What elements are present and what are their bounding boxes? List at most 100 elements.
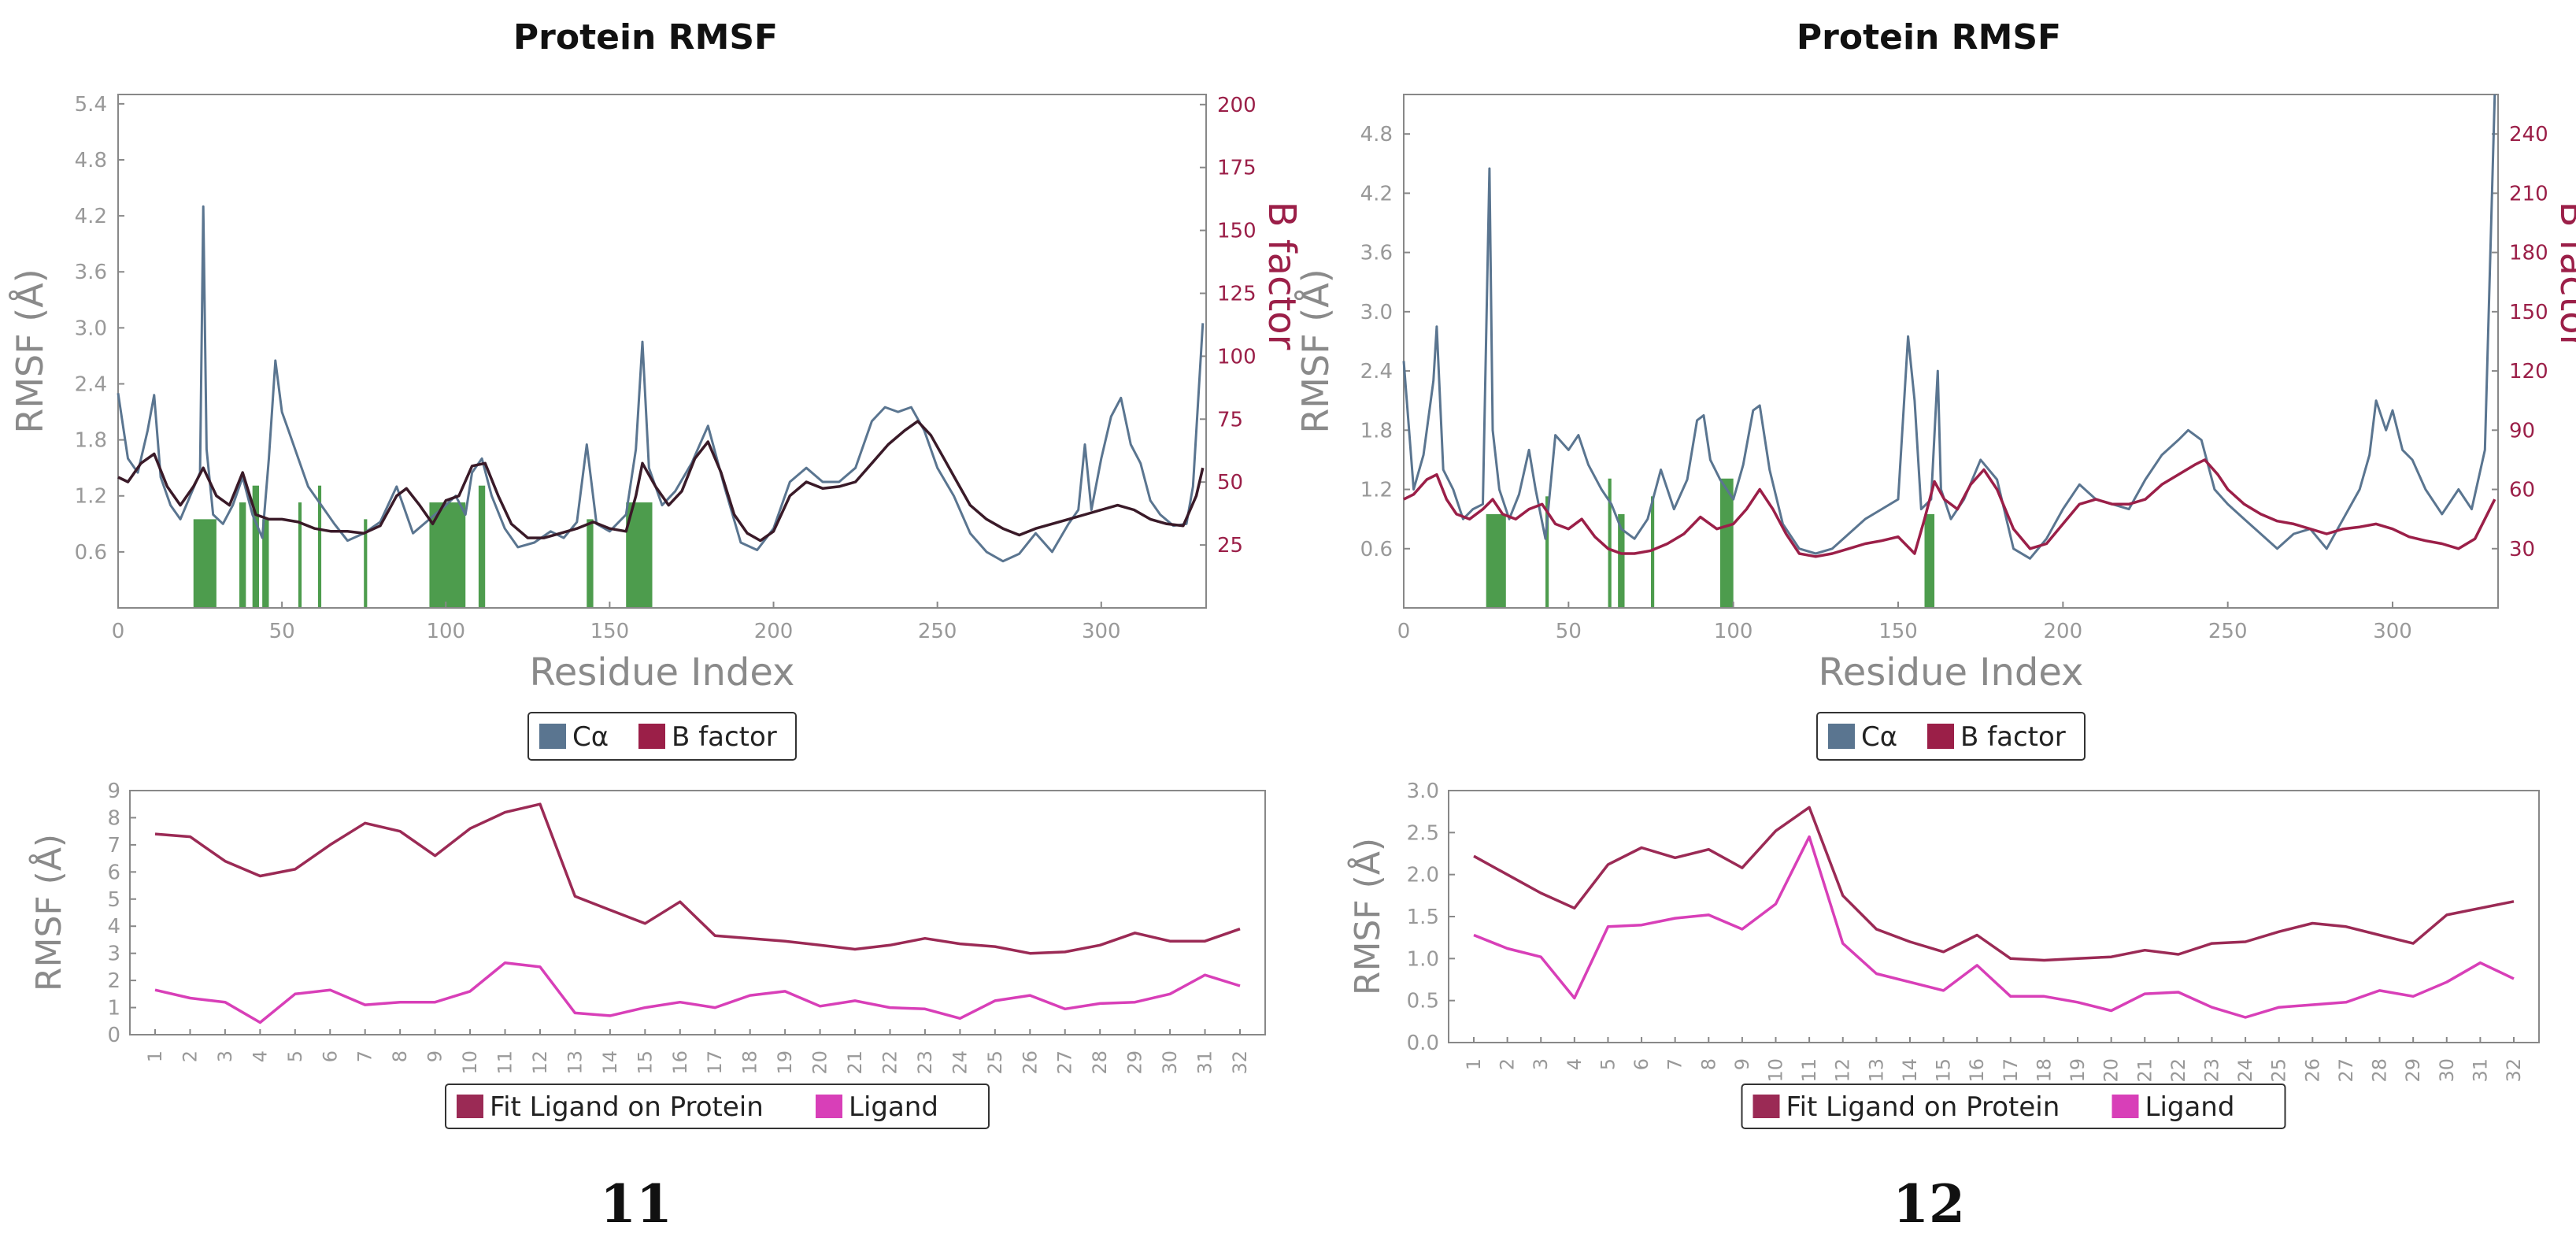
sse-bar [1924,513,1935,608]
y-tick-label: 3.0 [75,317,107,340]
sse-bar [587,519,594,608]
legend-swatch-ca [539,724,566,749]
y-tick-label: 1.2 [1360,479,1393,502]
legend-label-fit: Fit Ligand on Protein [490,1091,764,1123]
chart-title: Protein RMSF [1797,17,2061,57]
y-tick-label: 0.0 [1407,1032,1439,1055]
sse-bar [1608,478,1612,608]
y-tick-label: 3 [107,943,120,966]
x-tick-label: 17 [704,1050,726,1075]
y-tick-label: 1.8 [75,429,107,453]
y2-tick-label: 60 [2509,479,2535,502]
secondary-structure-bars [1486,478,1935,608]
y-tick-label: 2.4 [1360,360,1393,383]
sse-bar [478,485,486,608]
y-axis-label: RMSF (Å) [9,269,51,433]
x-tick-label: 26 [2301,1058,2323,1083]
x-tick-label: 16 [669,1050,691,1075]
legend-label-fit: Fit Ligand on Protein [1786,1091,2060,1123]
x-tick-label: 4 [1564,1058,1586,1070]
y2-tick-label: 210 [2509,182,2548,206]
x-tick-label: 300 [2373,620,2412,643]
x-tick-label: 32 [2503,1058,2525,1083]
x-tick-label: 2 [1497,1058,1519,1070]
x-tick-label: 30 [2436,1058,2458,1083]
legend-label-ca: Cα [572,721,609,753]
y2-tick-label: 120 [2509,360,2548,383]
y-axis-label: RMSF (Å) [1346,838,1388,995]
y2-tick-label: 90 [2509,419,2535,443]
x-axis-label: Residue Index [1819,650,2084,695]
x-tick-label: 24 [949,1050,971,1075]
legend-swatch-fit [457,1095,483,1118]
x-tick-label: 7 [1664,1058,1686,1070]
legend: Cα B factor [1816,712,2086,761]
y2-tick-label: 25 [1217,534,1243,558]
x-tick-label: 10 [459,1050,481,1075]
x-tick-label: 0 [1397,620,1411,643]
x-tick-label: 31 [1194,1050,1216,1075]
legend-swatch-ligand [2112,1095,2139,1118]
x-tick-label: 15 [1933,1058,1955,1083]
y-axis-label: RMSF (Å) [1294,269,1337,433]
y2-tick-label: 125 [1217,282,1257,306]
y-tick-label: 1.5 [1407,906,1439,929]
panel-12: Protein RMSF 0 50 100 150 200 250 300 0.6 1.2 1.8 2… [1294,17,2576,1235]
y-tick-label: 0.6 [1360,538,1393,561]
sse-bar [1545,496,1549,608]
panel-label: 11 [600,1173,672,1235]
y-tick-label: 2.4 [75,372,107,396]
y-tick-label: 2.5 [1407,821,1439,845]
y2-tick-label: 240 [2509,123,2548,146]
x-tick-label: 9 [1731,1058,1753,1070]
panel-label: 12 [1893,1173,1965,1235]
legend-label-ca: Cα [1861,721,1897,753]
plot-frame [1448,790,2540,1043]
y-tick-label: 1.8 [1360,419,1393,443]
ligand-line [154,961,1241,1024]
x-tick-label: 17 [2000,1058,2022,1083]
sse-bar [317,485,322,608]
x-tick-label: 8 [389,1050,411,1062]
x-tick-label: 28 [1089,1050,1111,1075]
x-tick-label: 22 [2167,1058,2189,1083]
y-tick-label: 8 [107,806,120,830]
legend-swatch-bfactor [638,724,665,749]
x-tick-label: 19 [774,1050,796,1075]
sse-bar [298,502,302,608]
y2-tick-label: 150 [1217,220,1257,243]
legend-swatch-ligand [816,1095,842,1118]
x-tick-label: 100 [426,620,465,643]
x-tick-label: 11 [494,1050,516,1075]
x-tick-label: 27 [1054,1050,1076,1075]
x-tick-label: 26 [1019,1050,1041,1075]
x-tick-label: 28 [2369,1058,2391,1083]
x-tick-label: 14 [1899,1058,1921,1083]
x-tick-label: 29 [1124,1050,1146,1075]
x-tick-label: 250 [2208,620,2248,643]
y-tick-label: 1.0 [1407,947,1439,971]
y-tick-label: 4.8 [75,149,107,172]
sse-bar [1719,478,1734,608]
protein-rmsf-chart: Protein RMSF 0 50 100 150 200 250 300 0.6 1.2 1.8 2… [9,17,1304,761]
x-tick-label: 300 [1082,620,1121,643]
x-tick-label: 23 [914,1050,936,1075]
plot-frame [117,94,1207,609]
y-tick-label: 7 [107,834,120,858]
x-tick-label: 6 [1630,1058,1653,1070]
fit-ligand-line [154,802,1241,955]
legend-swatch-ca [1828,724,1855,749]
ligand-rmsf-chart: 0.00.51.01.52.02.53.01 2 3 4 5 6 7 8 9 10 11 12 13 14… [1346,780,2540,1129]
sse-bar [252,485,259,608]
x-tick-label: 25 [984,1050,1006,1075]
x-tick-label: 20 [2100,1058,2123,1083]
protein-rmsf-chart: Protein RMSF 0 50 100 150 200 250 300 0.6 1.2 1.8 2… [1294,17,2576,761]
x-tick-label: 200 [2044,620,2083,643]
y-tick-label: 0.6 [75,541,107,565]
x-tick-label: 11 [1798,1058,1820,1083]
y2-tick-label: 30 [2509,538,2535,561]
x-tick-label: 29 [2402,1058,2424,1083]
x-tick-label: 27 [2335,1058,2357,1083]
